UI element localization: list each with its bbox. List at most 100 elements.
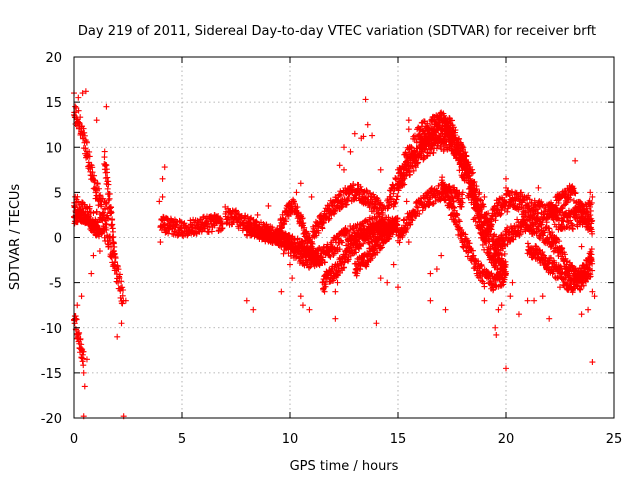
data-point [115,279,122,286]
y-tick-label: -20 [41,412,62,427]
data-point [80,362,87,369]
data-point [309,240,316,247]
data-point [441,138,448,145]
data-point [80,348,87,355]
y-tick-label: -5 [49,277,62,292]
data-point [297,293,304,300]
data-point [278,288,285,295]
data-point [72,103,79,110]
data-point [224,215,231,222]
data-point [332,315,339,322]
data-point [88,270,95,277]
data-point [301,224,308,231]
data-point [199,214,206,221]
x-tick-labels: 0 5 10 15 20 25 [70,432,622,447]
data-point [493,331,500,338]
data-point [331,250,338,257]
data-point [345,194,352,201]
data-point [390,190,397,197]
data-point [495,306,502,313]
data-point [243,297,250,304]
data-point [384,279,391,286]
data-point [77,114,84,121]
data-point [308,193,315,200]
data-point [456,218,463,225]
data-point [320,219,327,226]
data-point [71,203,78,210]
data-point [111,259,118,266]
data-point [439,174,446,181]
y-tick-label: 0 [54,232,62,247]
data-point [394,193,401,200]
data-point [86,148,93,155]
data-point [327,253,334,260]
data-point [100,195,107,202]
data-point [440,139,447,146]
data-point [326,215,333,222]
data-point [501,250,508,257]
data-point [385,214,392,221]
data-point [364,121,371,128]
data-point [78,293,85,300]
data-point [101,154,108,161]
data-point [430,149,437,156]
data-point [351,130,358,137]
data-point [81,132,88,139]
data-point [80,125,87,132]
data-point [282,230,289,237]
data-point [90,252,97,259]
data-point [119,300,126,307]
data-point [300,248,307,255]
data-point [161,164,168,171]
data-point [341,166,347,173]
data-point [339,239,346,246]
data-point [353,249,360,256]
data-point [539,293,546,300]
data-point [428,146,435,153]
data-point [119,292,126,299]
data-point [159,175,166,182]
data-point [354,270,361,277]
data-point [75,198,82,205]
data-point [373,320,380,327]
data-point [336,162,343,169]
data-point [337,192,344,199]
data-point [503,365,509,372]
data-point [106,190,113,197]
data-point [86,153,93,160]
data-point [105,215,112,222]
data-point [411,149,418,156]
data-point [578,243,585,250]
data-point [414,160,421,167]
data-point [289,275,296,282]
data-point [550,248,557,255]
x-tick-label: 0 [70,432,78,447]
data-point [377,275,384,282]
data-point [91,172,98,179]
y-tick-label: -15 [41,367,62,382]
data-point [178,229,185,236]
data-point [469,166,476,173]
data-point [286,232,293,239]
data-point [90,210,97,217]
data-point [438,252,445,259]
data-point [219,221,226,228]
data-point [336,246,343,253]
data-point [401,181,408,188]
data-point [248,221,255,228]
data-point [572,157,579,164]
data-point [589,359,596,366]
data-point [96,211,103,218]
data-point [109,234,116,241]
data-point [442,306,449,313]
data-point [342,232,349,239]
data-point [104,169,111,176]
data-point [75,94,82,101]
data-point [77,335,84,342]
data-point [546,315,553,322]
x-tick-label: 5 [178,432,186,447]
data-point [326,252,333,259]
data-point [345,256,352,263]
data-point [293,189,300,196]
